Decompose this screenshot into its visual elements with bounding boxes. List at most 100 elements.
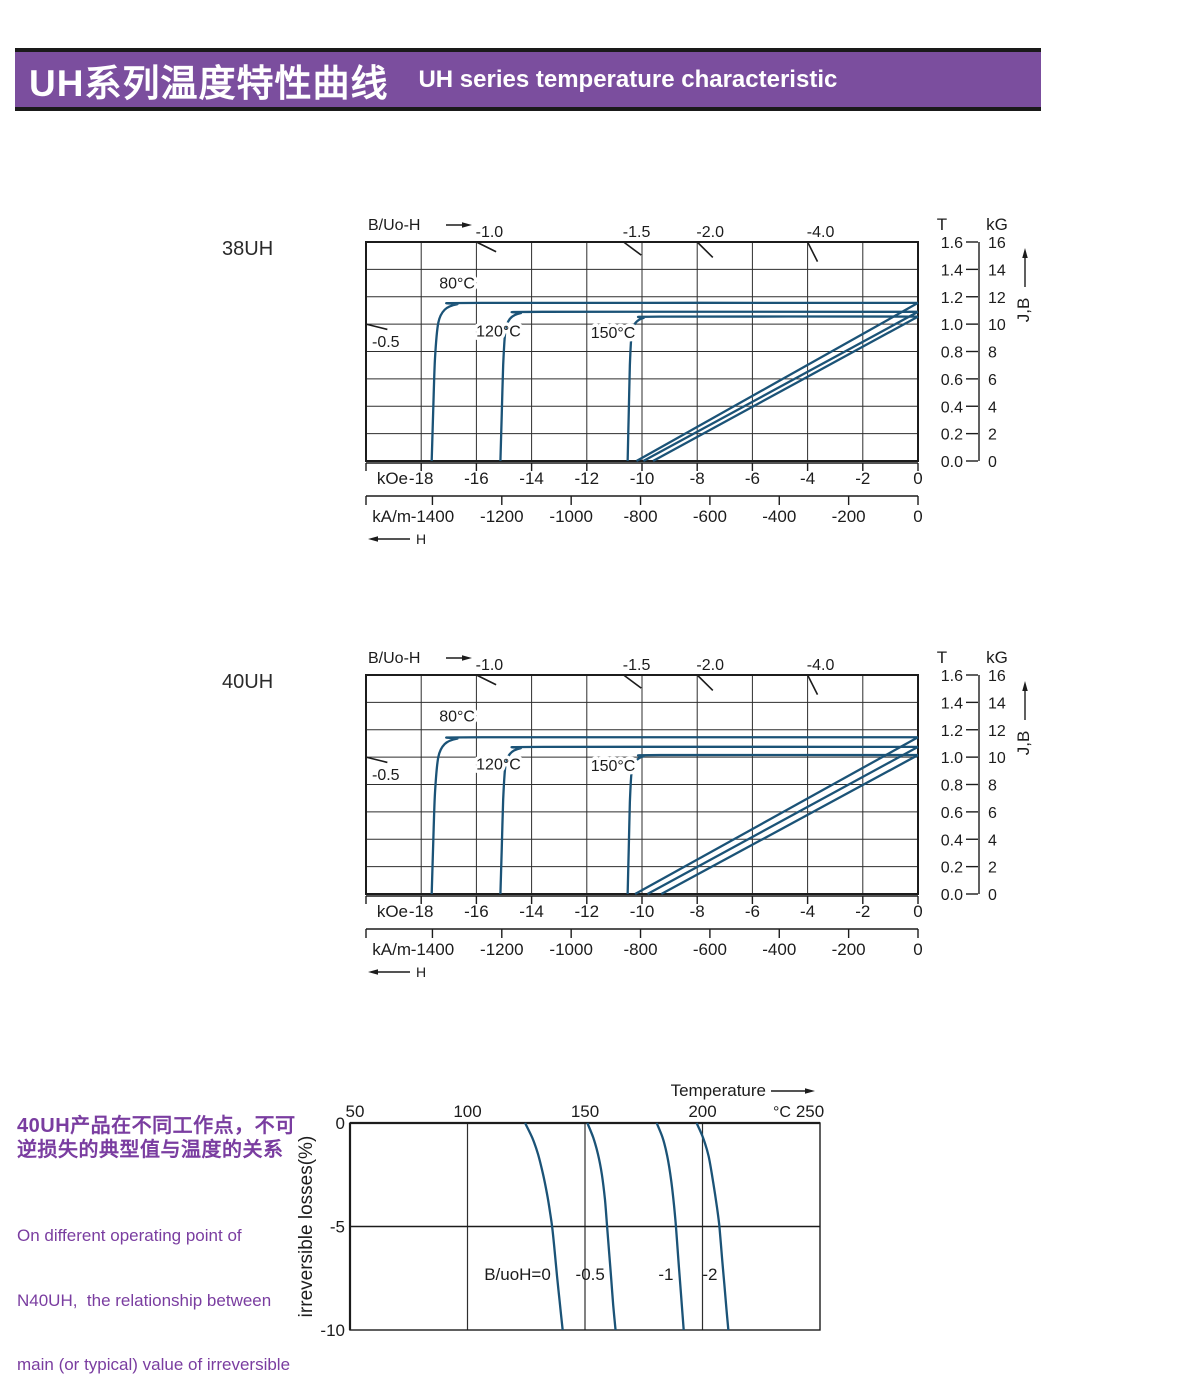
kg-tick-label: 2 bbox=[988, 860, 997, 877]
koe-tick-label: -18 bbox=[409, 902, 434, 921]
tesla-tick-label: 0.2 bbox=[941, 860, 963, 877]
temp-tick-label: 150 bbox=[571, 1102, 599, 1121]
loss-curve--1 bbox=[655, 1122, 685, 1331]
kg-tick-label: 4 bbox=[988, 832, 997, 849]
kam-unit-label: kA/m bbox=[372, 940, 411, 959]
tesla-tick-label: 0.2 bbox=[941, 427, 963, 444]
loss-curve-label: -0.5 bbox=[576, 1265, 605, 1284]
b-curve-80°C bbox=[634, 736, 919, 896]
load-line-tick bbox=[476, 241, 497, 253]
tesla-tick-label: 1.0 bbox=[941, 317, 963, 334]
tesla-header: T bbox=[937, 215, 947, 234]
jb-axis-label: J,B bbox=[1014, 298, 1033, 323]
b-curve-150°C bbox=[652, 315, 919, 463]
side-note-en-line2: N40UH, the relationship between bbox=[17, 1290, 272, 1310]
j-curve-80°C bbox=[430, 736, 919, 895]
kg-tick-label: 10 bbox=[988, 317, 1006, 334]
loss-curve--0.5 bbox=[586, 1122, 617, 1331]
tesla-tick-label: 1.6 bbox=[941, 235, 963, 252]
bh-axis-label: B/Uo-H bbox=[368, 217, 420, 234]
tesla-tick-label: 1.2 bbox=[941, 723, 963, 740]
tesla-tick-label: 1.4 bbox=[941, 262, 963, 279]
load-line-tick bbox=[696, 674, 714, 692]
tesla-header: T bbox=[937, 648, 947, 667]
arrow-head-icon bbox=[1022, 248, 1028, 258]
kam-tick-label: -1200 bbox=[480, 507, 523, 526]
koe-unit-label: kOe bbox=[377, 469, 408, 488]
koe-tick-label: 0 bbox=[913, 902, 922, 921]
load-line-label: -1.5 bbox=[623, 224, 651, 241]
tesla-tick-label: 0.4 bbox=[941, 399, 963, 416]
kg-tick-label: 6 bbox=[988, 805, 997, 822]
bh-axis-label: B/Uo-H bbox=[368, 650, 420, 667]
loss-tick-label: -10 bbox=[320, 1321, 345, 1340]
load-line-tick bbox=[476, 674, 497, 686]
koe-tick-label: -6 bbox=[745, 469, 760, 488]
kg-tick-label: 14 bbox=[988, 262, 1006, 279]
kg-tick-label: 4 bbox=[988, 399, 997, 416]
kg-tick-label: 8 bbox=[988, 345, 997, 362]
temp-tick-label: 250 bbox=[796, 1102, 824, 1121]
load-line-tick bbox=[696, 241, 714, 259]
product-label-38uh: 38UH bbox=[222, 238, 274, 260]
page-header-banner: UH系列温度特性曲线 UH series temperature charact… bbox=[15, 48, 1041, 111]
load-line-tick bbox=[806, 241, 819, 263]
kam-tick-label: -600 bbox=[693, 507, 727, 526]
load-line-label: -4.0 bbox=[807, 224, 835, 241]
koe-tick-label: -14 bbox=[519, 902, 544, 921]
loss-curve-B/uoH=0 bbox=[524, 1122, 564, 1331]
arrow-head-icon bbox=[462, 222, 472, 228]
koe-tick-label: -4 bbox=[800, 902, 815, 921]
koe-tick-label: -10 bbox=[630, 469, 655, 488]
kam-tick-label: -1400 bbox=[411, 940, 454, 959]
side-note-en-line1: On different operating point of bbox=[17, 1226, 242, 1245]
series-label: 150°C bbox=[591, 325, 636, 342]
koe-tick-label: -18 bbox=[409, 469, 434, 488]
jb-axis-label: J,B bbox=[1014, 731, 1033, 756]
tesla-tick-label: 0.8 bbox=[941, 778, 963, 795]
kam-tick-label: 0 bbox=[913, 507, 922, 526]
b-curve-150°C bbox=[660, 754, 919, 896]
koe-tick-label: -4 bbox=[800, 469, 815, 488]
side-note-zh-line1: 40UH产品在不同工作点，不可 bbox=[17, 1115, 296, 1137]
koe-tick-label: -12 bbox=[575, 902, 600, 921]
koe-tick-label: -8 bbox=[690, 902, 705, 921]
kg-tick-label: 0 bbox=[988, 454, 997, 471]
loss-axis-label: irreversible losses(%) bbox=[296, 1136, 317, 1318]
series-label: 80°C bbox=[439, 709, 475, 726]
tesla-tick-label: 0.0 bbox=[941, 454, 963, 471]
kam-tick-label: -1400 bbox=[411, 507, 454, 526]
temperature-axis-label: Temperature bbox=[671, 1081, 766, 1100]
load-line-tick bbox=[623, 241, 642, 256]
arrow-head-icon bbox=[805, 1088, 815, 1094]
kam-tick-label: -1000 bbox=[549, 940, 592, 959]
temp-tick-label: 50 bbox=[346, 1102, 365, 1121]
kam-tick-label: -800 bbox=[624, 507, 658, 526]
load-line-tick bbox=[365, 756, 388, 764]
kg-tick-label: 16 bbox=[988, 235, 1006, 252]
tesla-tick-label: 1.2 bbox=[941, 290, 963, 307]
koe-tick-label: -16 bbox=[464, 902, 489, 921]
b-curve-120°C bbox=[646, 745, 919, 896]
load-line-label: -1.0 bbox=[476, 224, 504, 241]
tesla-tick-label: 0.6 bbox=[941, 372, 963, 389]
loss-curve--2 bbox=[695, 1122, 730, 1331]
loss-tick-label: -5 bbox=[330, 1218, 345, 1237]
arrow-head-icon bbox=[368, 969, 378, 975]
koe-tick-label: -2 bbox=[855, 902, 870, 921]
koe-tick-label: -12 bbox=[575, 469, 600, 488]
kg-header: kG bbox=[986, 215, 1008, 234]
series-label: 120°C bbox=[476, 323, 521, 340]
load-line-label: -0.5 bbox=[372, 334, 400, 351]
j-curve-120°C bbox=[499, 745, 919, 895]
arrow-head-icon bbox=[368, 536, 378, 542]
kg-tick-label: 16 bbox=[988, 668, 1006, 685]
series-label: 120°C bbox=[476, 756, 521, 773]
h-axis-label: H bbox=[416, 964, 426, 980]
tesla-tick-label: 0.8 bbox=[941, 345, 963, 362]
kg-tick-label: 14 bbox=[988, 695, 1006, 712]
load-line-label: -4.0 bbox=[807, 657, 835, 674]
load-line-tick bbox=[806, 674, 819, 696]
kam-tick-label: -400 bbox=[762, 507, 796, 526]
